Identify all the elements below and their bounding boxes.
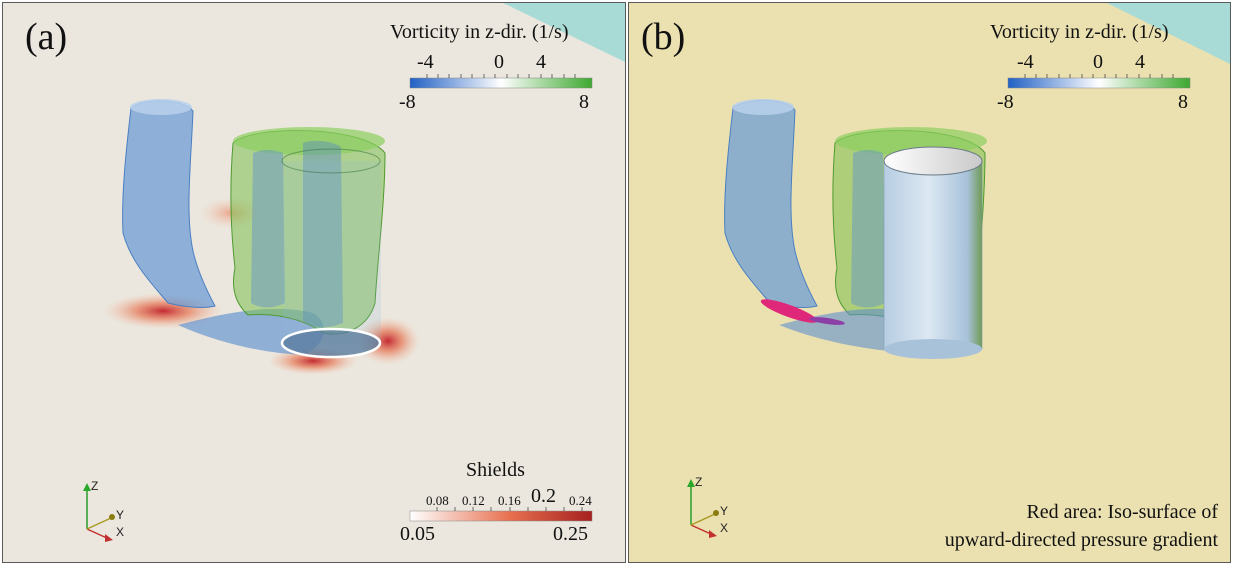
vorticity-minor-ticks (426, 74, 576, 78)
pile-top (281, 148, 381, 174)
y-axis (86, 517, 112, 530)
panel-b: (b) Vorticity in z-dir. (1/s) -4 0 4 (628, 2, 1231, 563)
orientation-axes-b (687, 479, 719, 538)
shields-tick-0-2: 0.2 (531, 485, 556, 507)
pile-body (283, 161, 381, 343)
pressure-gradient-surface-2 (809, 317, 845, 325)
pile-body (883, 160, 983, 350)
x-arrow (105, 534, 113, 542)
shields-minor-ticks (436, 507, 583, 511)
orientation-axes-a (83, 483, 115, 542)
axis-label-y: Y (116, 508, 125, 522)
panel-b-label: (b) (641, 16, 686, 58)
inner-vortex-2 (303, 140, 343, 328)
panel-a: (a) Vorticity in z-dir. (1/s) -4 0 4 (2, 2, 626, 563)
z-arrow (687, 479, 695, 487)
shields-tick-0-16: 0.16 (498, 493, 521, 508)
note-line-1: Red area: Iso-surface of (1026, 501, 1218, 523)
vorticity-tick-neg4: -4 (1017, 51, 1034, 73)
negative-vortex-cap (732, 99, 794, 115)
pile-top (883, 146, 983, 176)
axis-label-x: X (720, 521, 729, 535)
vorticity-tick-neg4: -4 (417, 51, 434, 73)
shields-colorbar (409, 507, 593, 522)
y-arrow (109, 514, 115, 520)
negative-vortex-tube (724, 99, 818, 308)
panel-a-scene (103, 3, 625, 375)
pile-bottom (280, 327, 382, 359)
y-axis (690, 513, 716, 526)
vorticity-legend-title: Vorticity in z-dir. (1/s) (990, 21, 1169, 43)
axis-label-z: Z (91, 479, 99, 493)
vorticity-minor-ticks (1024, 74, 1174, 78)
shields-patch-side (356, 317, 420, 365)
vorticity-min: -8 (997, 91, 1014, 113)
shields-min: 0.05 (400, 523, 435, 545)
axis-label-y: Y (720, 504, 729, 518)
shields-max: 0.25 (553, 523, 588, 545)
shields-legend-title: Shields (466, 459, 525, 481)
vorticity-colorbar (409, 74, 593, 89)
negative-vortex-cap (130, 99, 192, 115)
x-arrow (709, 530, 717, 538)
vorticity-max: 8 (579, 91, 589, 113)
shields-tick-0-08: 0.08 (426, 493, 449, 508)
vorticity-max: 8 (1178, 91, 1188, 113)
vorticity-tick-0: 0 (1093, 51, 1103, 73)
note-line-2: upward-directed pressure gradient (944, 529, 1218, 551)
negative-vortex-tube (122, 100, 216, 308)
panel-b-scene (724, 3, 1230, 359)
pressure-gradient-note: Red area: Iso-surface of upward-directed… (945, 498, 1218, 554)
vorticity-min: -8 (399, 91, 416, 113)
inner-vortex (851, 150, 885, 308)
vorticity-legend-title: Vorticity in z-dir. (1/s) (390, 21, 569, 43)
vorticity-tick-4: 4 (1135, 51, 1145, 73)
shields-tick-0-24: 0.24 (569, 493, 592, 508)
shields-tick-0-12: 0.12 (462, 493, 485, 508)
panel-a-label: (a) (25, 16, 68, 58)
corner-accent (503, 3, 625, 63)
inner-vortex (251, 150, 285, 308)
positive-vortex-cap (233, 127, 385, 155)
vorticity-tick-4: 4 (536, 51, 546, 73)
pressure-gradient-surface-1 (760, 299, 818, 323)
z-arrow (83, 483, 91, 491)
axis-label-x: X (116, 525, 125, 539)
vorticity-tick-0: 0 (494, 51, 504, 73)
vorticity-colorbar (1007, 74, 1191, 89)
pile-bottom (884, 339, 982, 359)
axis-label-z: Z (695, 475, 703, 489)
y-arrow (713, 510, 719, 516)
